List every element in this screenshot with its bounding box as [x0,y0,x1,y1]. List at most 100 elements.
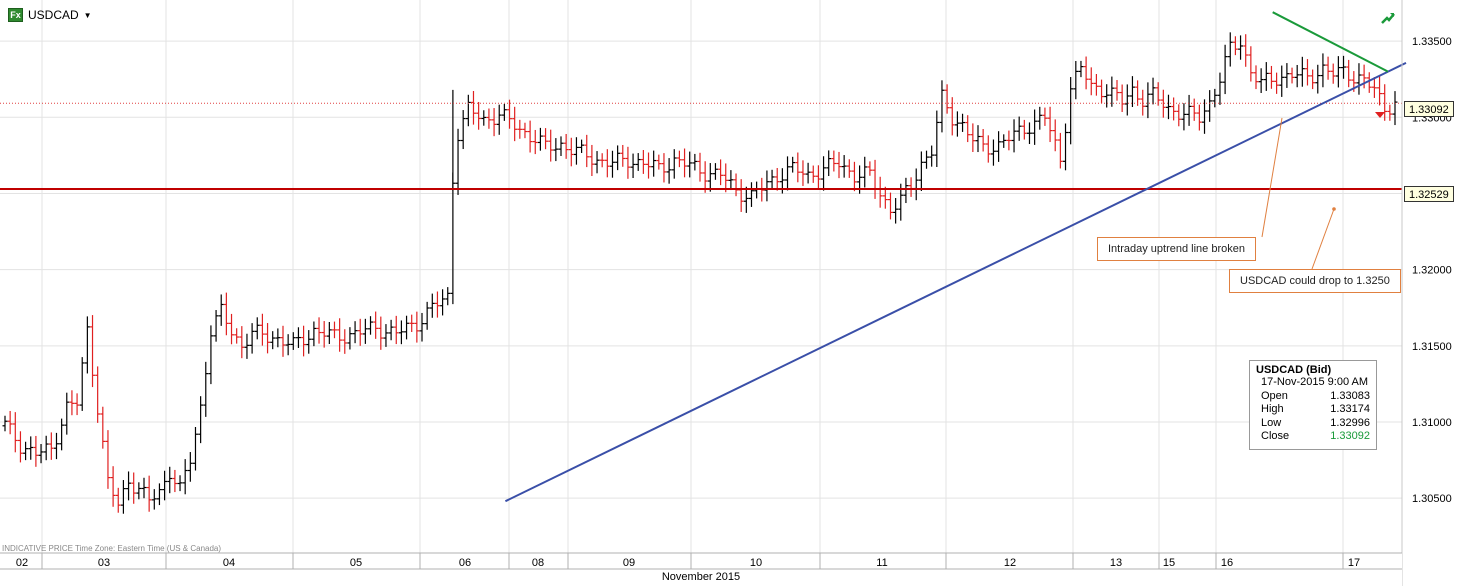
ohlc-high-label: High [1261,403,1284,415]
ohlc-title: USDCAD (Bid) [1256,364,1332,376]
ohlc-bar [1268,65,1274,89]
x-tick-label: 12 [1004,557,1016,569]
ohlc-bar [517,119,523,139]
current-price-tag: 1.33092 [1404,101,1454,117]
ohlc-bar [450,172,456,305]
ohlc-bar [1181,103,1187,131]
ohlc-bar [651,150,657,177]
ohlc-bar [944,84,950,114]
ohlc-bar [1284,63,1290,88]
chevron-down-icon[interactable]: ▼ [83,10,92,20]
ohlc-bar [1078,60,1084,78]
ohlc-bar [810,165,816,183]
ohlc-bar [120,480,126,514]
ohlc-bar [1341,55,1347,79]
ohlc-bar [934,110,940,167]
y-axis: 1.305001.310001.315001.320001.325001.330… [1401,0,1452,586]
ohlc-bar [198,396,204,444]
ohlc-bar [1212,88,1218,108]
ohlc-bar [1320,53,1326,88]
ohlc-bar [1325,56,1331,80]
ohlc-bar [800,160,806,186]
ohlc-bar [1371,77,1377,98]
ohlc-bar [249,323,255,354]
annotation-drop-target: USDCAD could drop to 1.3250 [1229,269,1401,293]
ohlc-bar [1171,97,1177,121]
ohlc-bar [321,321,327,348]
ohlc-low-row: Low 1.32996 [1256,417,1370,431]
x-tick-label: 06 [459,557,471,569]
ohlc-bar [1294,64,1300,88]
ohlc-bar [1160,89,1166,118]
ohlc-bar [1382,84,1388,121]
ohlc-bar [2,415,8,432]
x-tick-label: 11 [876,557,887,569]
ohlc-bar [795,152,801,183]
ohlc-bar [460,110,466,150]
ohlc-bar [48,432,54,460]
x-tick-label: 04 [223,557,235,569]
ohlc-bar [141,477,147,499]
ohlc-bar [1114,80,1120,101]
ohlc-bar [440,289,446,316]
ohlc-high-value: 1.33174 [1330,403,1370,415]
ohlc-bar [790,156,796,173]
x-tick-label: 02 [16,557,28,569]
leader-drop-target [1311,208,1335,270]
ohlc-bar [393,315,399,345]
trendlines [504,11,1407,503]
ohlc-bar [1346,59,1352,88]
y-tick-label: 1.31500 [1412,341,1452,353]
ohlc-bar [980,129,986,152]
ohlc-bar [69,390,75,416]
ohlc-bar [954,111,960,137]
ohlc-bar [532,129,538,155]
ohlc-bar [887,192,893,220]
trend-arrow-icon[interactable] [1380,10,1396,26]
ohlc-bar [996,131,1002,162]
ohlc-bar [867,161,873,176]
x-axis: 02 03 04 05 06 08 09 10 11 12 13 15 16 17 [0,552,1402,586]
ohlc-bar [1032,109,1038,145]
ohlc-bar [1021,119,1027,140]
ohlc-bar [1207,90,1213,122]
ohlc-bar [1104,84,1110,108]
ohlc-bar [903,177,909,204]
ohlc-bar [265,323,271,354]
ohlc-bar [368,316,374,335]
ohlc-bar [769,169,775,189]
ohlc-bar [1150,77,1156,105]
ohlc-bar [59,418,65,451]
ohlc-bar [924,150,930,169]
ohlc-bar [831,150,837,172]
ohlc-bar [378,316,384,350]
ohlc-bar [1304,59,1310,86]
ohlc-bar [373,311,379,339]
ohlc-bar [110,466,116,507]
ohlc-bar [306,330,312,354]
ohlc-bar [718,159,724,186]
ohlc-bar [398,320,404,345]
ohlc-bar [115,487,121,513]
ohlc-bar [543,128,549,150]
uptrend-trendline [504,70,1389,503]
ohlc-datetime: 17-Nov-2015 9:00 AM [1261,376,1369,388]
ohlc-bar [579,139,585,153]
symbol-selector[interactable]: Fx USDCAD ▼ [8,8,92,22]
ohlc-bar [1001,134,1007,148]
ohlc-bar [1227,32,1233,67]
ohlc-bar [851,161,857,192]
ohlc-bar [1124,84,1130,116]
ohlc-bar [1191,98,1197,121]
ohlc-bar [470,91,476,125]
ohlc-bar [558,136,564,156]
ohlc-bar [1361,64,1367,89]
ohlc-bar [1330,63,1336,84]
ohlc-bar [1057,132,1063,169]
ohlc-bar [512,106,518,142]
ohlc-bar [1238,35,1244,60]
annotation-leaders [1261,117,1336,270]
down-arrow-marker [1375,112,1385,118]
ohlc-bar [635,153,641,171]
ohlc-bar [419,312,425,342]
